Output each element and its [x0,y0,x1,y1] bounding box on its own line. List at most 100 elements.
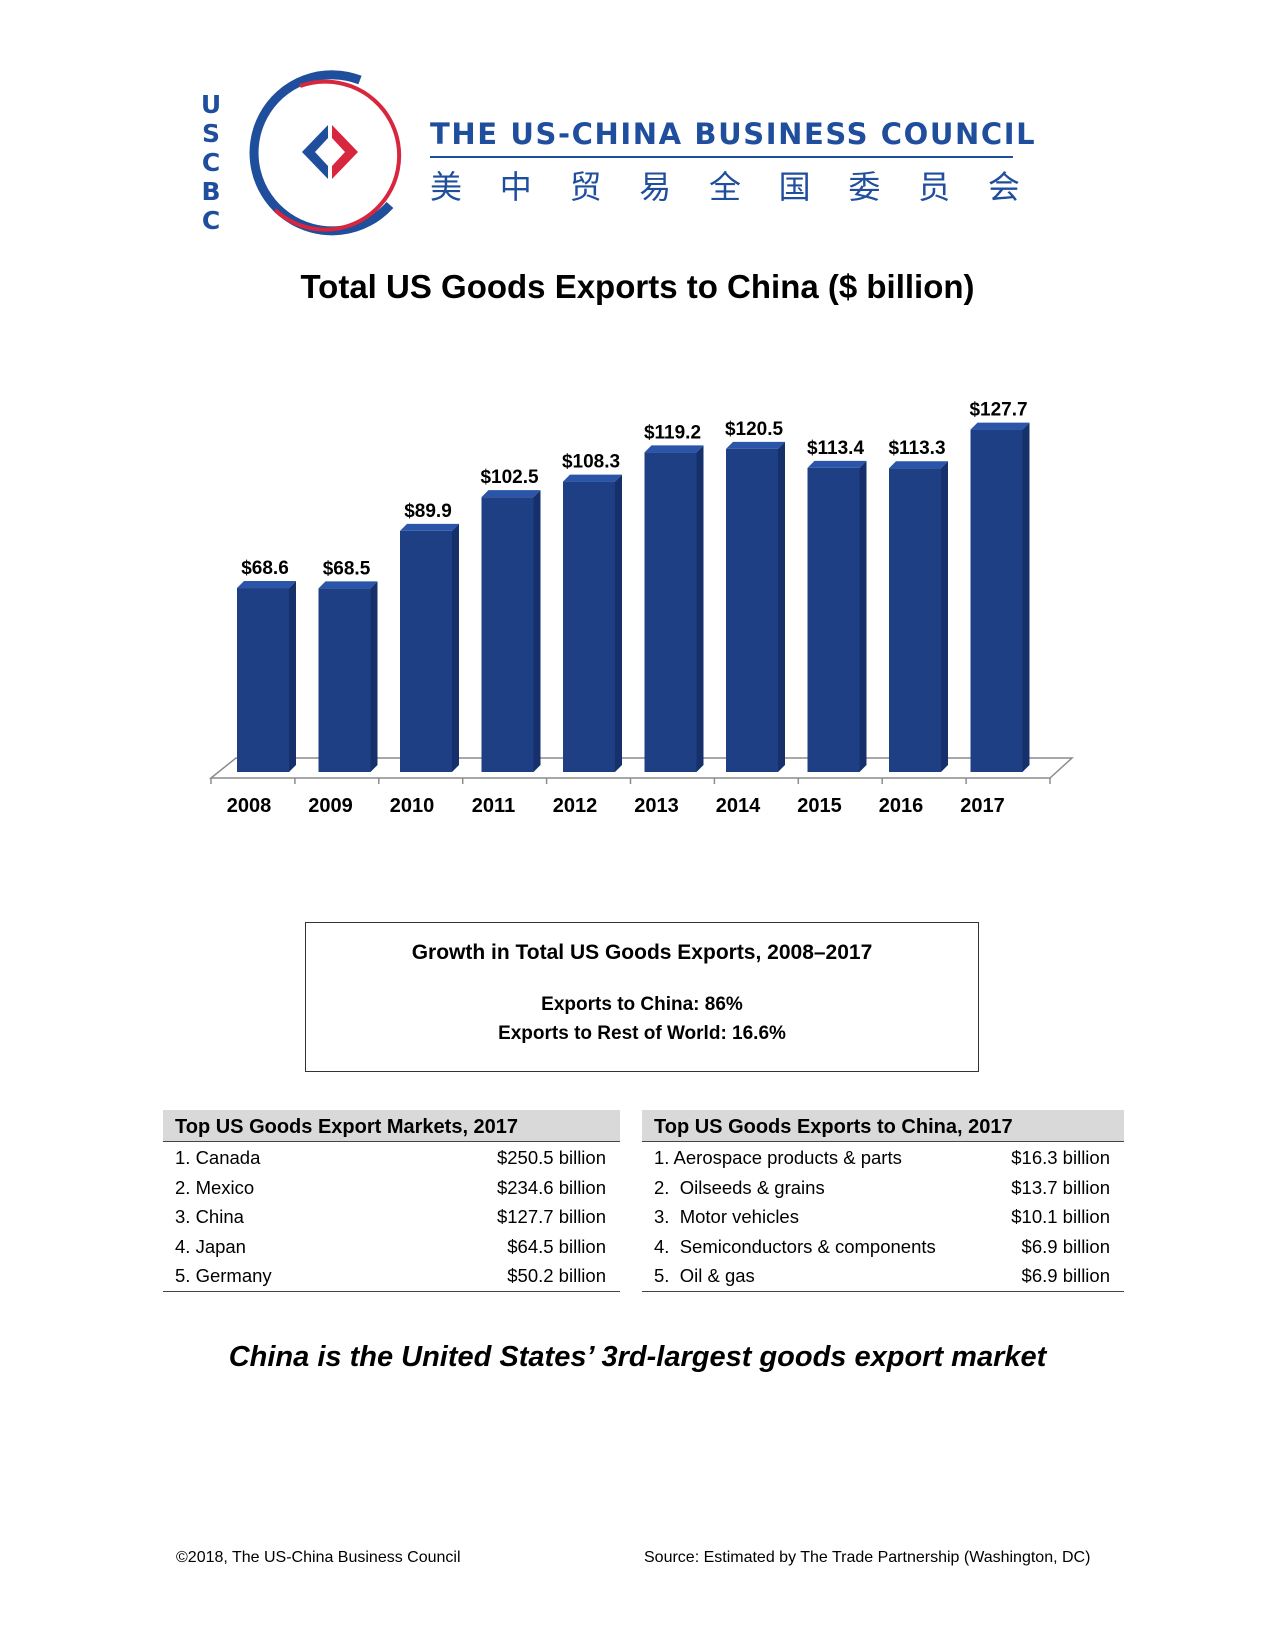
logo-letter: U [200,90,222,119]
footer-copyright: ©2018, The US-China Business Council [176,1549,461,1566]
x-tick-label: 2013 [634,795,679,817]
bar-2016 [889,461,948,772]
org-name-chinese: 美 中 贸 易 全 国 委 员 会 [430,162,1020,208]
org-name: THE US-CHINA BUSINESS COUNCIL [430,117,1037,151]
bar-side [1022,422,1030,772]
bar-side [370,581,378,772]
bar-2008 [237,581,296,772]
table-row: 1. Canada $250.5 billion [163,1143,620,1173]
bar-side [778,441,785,772]
table-row: 4. Japan $64.5 billion [163,1232,620,1262]
logo-emblem-icon [249,70,402,236]
bar-2012 [563,474,622,772]
tagline: China is the United States’ 3rd-largest … [228,1341,1047,1373]
x-tick-label: 2016 [879,795,924,817]
cn-char: 会 [987,168,1020,206]
bar-value-label: $68.6 [241,558,289,579]
cn-char: 中 [499,168,532,206]
logo-letter: B [201,177,221,206]
bar-top [889,461,948,469]
bar-front [563,481,615,772]
bar-2017 [970,422,1030,772]
bar-side [452,523,459,772]
bar-2014 [726,441,785,772]
bar-value-label: $119.2 [644,422,701,443]
table-row: 3. China $127.7 billion [163,1202,620,1232]
bar-value-label: $127.7 [969,400,1027,421]
row-value: $16.3 billion [1011,1147,1110,1168]
row-value: $10.1 billion [1011,1206,1110,1227]
cn-char: 委 [848,168,881,206]
cn-char: 易 [639,168,672,206]
bar-top [318,581,378,589]
growth-china: Exports to China: 86% [541,994,743,1015]
x-tick-label: 2008 [227,795,272,817]
exports-bar-chart: $68.6 2008 $68.5 2009 $89.9 2010 $102.5 2011 $10… [208,400,1074,817]
x-tick-label: 2010 [390,795,435,817]
cn-char: 美 [430,168,463,206]
bar-front [889,468,941,772]
export-markets-table: Top US Goods Export Markets, 2017 1. Can… [163,1110,620,1292]
bar-top [807,460,867,468]
x-tick-label: 2015 [797,795,842,817]
table-row: 4. Semiconductors & components $6.9 billi… [642,1232,1124,1262]
table-row: 5. Germany $50.2 billion [163,1261,620,1291]
bar-side [941,461,948,772]
table-row: 3. Motor vehicles $10.1 billion [642,1202,1124,1232]
logo-letter: C [201,206,221,235]
bar-top [644,445,704,453]
bar-value-label: $89.9 [404,501,452,522]
growth-summary-box: Growth in Total US Goods Exports, 2008–2… [305,922,979,1072]
cn-char: 贸 [569,168,602,206]
growth-box-title: Growth in Total US Goods Exports, 2008–2… [411,941,873,964]
table-row: 1. Aerospace products & parts $16.3 billi… [642,1143,1124,1173]
row-name: 2. Oilseeds & grains [654,1176,825,1198]
row-name: 1. Canada [175,1147,261,1168]
bar-value-label: $113.3 [888,438,945,459]
row-name: 3. Motor vehicles [654,1206,799,1227]
footer-source: Source: Estimated by The Trade Partnersh… [644,1549,1091,1566]
bar-front [481,497,534,772]
cn-char: 员 [918,168,951,206]
row-value: $250.5 billion [496,1147,606,1168]
row-name: 4. Japan [175,1235,246,1257]
x-tick-label: 2014 [716,795,761,817]
bar-side [696,445,704,772]
page-title: Total US Goods Exports to China ($ billi… [300,268,975,305]
table-row: 2. Mexico $234.6 billion [163,1173,620,1203]
bar-top [726,441,785,449]
logo-letter: S [201,119,220,148]
bar-front [644,452,697,772]
bar-side [289,581,296,772]
table-row: 2. Oilseeds & grains $13.7 billion [642,1173,1124,1203]
logo-vertical-letters: U S C B C [198,90,224,235]
bar-value-label: $113.4 [807,438,864,459]
bar-2009 [318,581,378,772]
growth-rest-of-world: Exports to Rest of World: 16.6% [498,1023,786,1044]
bar-top [563,474,622,482]
bar-value-label: $108.3 [562,452,620,473]
bar-top [970,422,1030,430]
bar-side [615,474,622,772]
bar-front [807,467,860,772]
bar-side [533,490,541,772]
row-value: $6.9 billion [1021,1235,1110,1257]
bar-front [726,448,778,772]
bar-2011 [481,490,541,772]
bar-2015 [807,460,867,772]
bar-top [400,523,459,531]
bar-side [859,460,867,772]
bar-top [237,581,296,589]
exports-to-china-table: Top US Goods Exports to China, 2017 1. A… [642,1110,1124,1292]
bar-top [481,490,541,498]
row-value: $234.6 billion [496,1176,606,1198]
x-tick-label: 2011 [472,795,515,817]
bar-value-label: $102.5 [480,467,539,488]
logo-letter: C [201,148,221,177]
bar-2010 [400,523,459,772]
x-tick-label: 2017 [960,795,1005,817]
bar-front [237,588,289,772]
bar-front [318,588,371,772]
bar-value-label: $120.5 [725,419,784,440]
row-value: $50.2 billion [507,1265,606,1286]
